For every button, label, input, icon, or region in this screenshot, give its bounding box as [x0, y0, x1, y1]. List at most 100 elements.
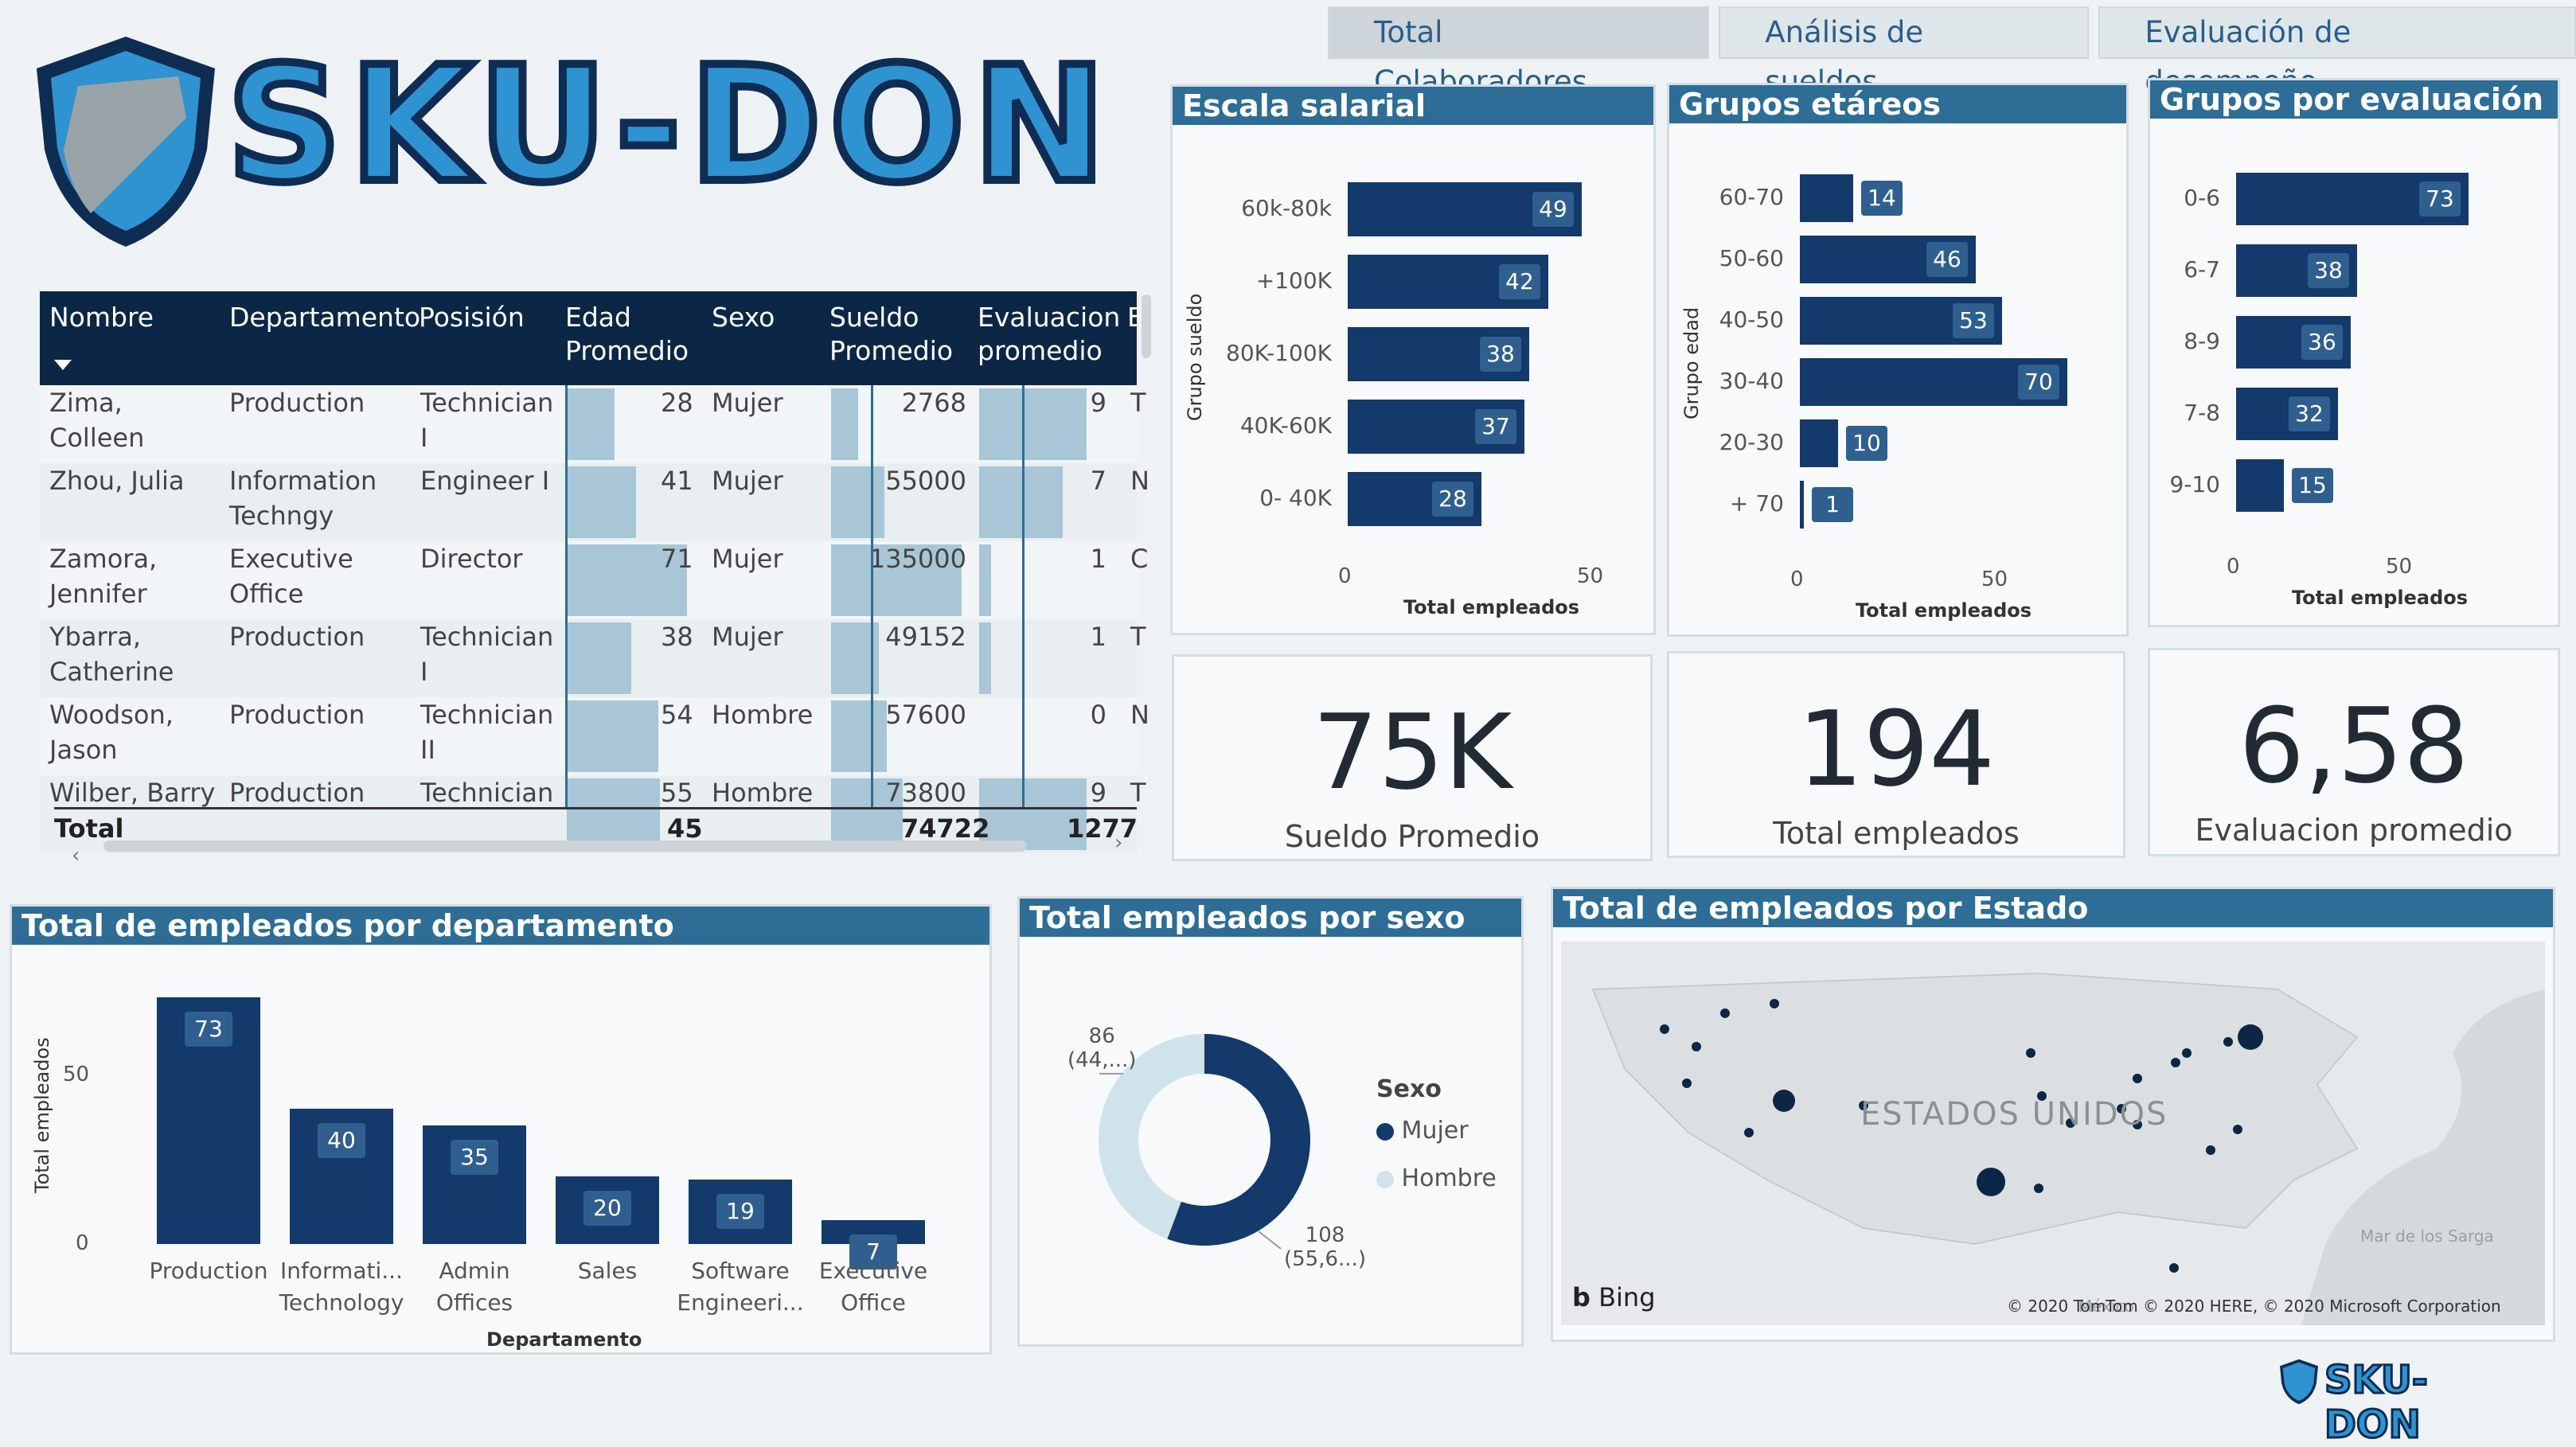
- legend-dot-icon: [1376, 1122, 1394, 1141]
- escala-salarial-chart[interactable]: 60k-80k 49 +100K 42 80K-100K 38 40K-60K 37 0- 40…: [1173, 87, 1653, 633]
- table-row[interactable]: Zhou, Julia Information Techngy Engineer I…: [40, 463, 1149, 541]
- map-marker[interactable]: [1773, 1090, 1795, 1112]
- legend-item-hombre[interactable]: Hombre: [1376, 1164, 1497, 1192]
- mapa-title: Total de empleados por Estado: [1553, 889, 2553, 927]
- scroll-right-icon[interactable]: ›: [1114, 831, 1123, 855]
- cell-sexo: Hombre: [712, 778, 814, 808]
- data-label: 70: [2018, 365, 2059, 400]
- category-label-line: Technology: [279, 1289, 404, 1316]
- cell-departamento: Production: [229, 700, 365, 730]
- table-row[interactable]: Ybarra, Catherine Production Technician I 3…: [40, 619, 1146, 697]
- map-marker[interactable]: [1720, 1008, 1730, 1018]
- cell-sexo: Mujer: [712, 388, 783, 418]
- map-marker[interactable]: [2133, 1074, 2142, 1083]
- data-label: 20: [584, 1191, 631, 1226]
- bar[interactable]: [1800, 481, 1804, 528]
- cell-nombre: Ybarra, Catherine: [49, 622, 174, 687]
- bing-icon: b: [1572, 1282, 1590, 1312]
- map-marker[interactable]: [2223, 1037, 2233, 1047]
- bar[interactable]: [1800, 174, 1853, 222]
- cell-sexo: Mujer: [712, 544, 783, 574]
- map-marker[interactable]: [2238, 1024, 2263, 1050]
- y-tick: 0: [76, 1231, 89, 1255]
- card-label: Evaluacion promedio: [2195, 813, 2513, 848]
- map-marker[interactable]: [1859, 1101, 1868, 1110]
- bar[interactable]: [1800, 419, 1838, 467]
- category-label: 6-7: [2184, 256, 2220, 283]
- donut-slice-mujer[interactable]: [1099, 1034, 1310, 1246]
- table-row[interactable]: Zima, Colleen Production Technician I 28 Muj…: [40, 385, 1146, 463]
- tab-evaluacion-desempeno[interactable]: Evaluación de desempeño: [2098, 6, 2576, 99]
- us-map[interactable]: [1561, 942, 2545, 1325]
- map-marker[interactable]: [2026, 1048, 2035, 1058]
- map-marker[interactable]: [2206, 1145, 2215, 1155]
- category-label: Sales: [540, 1255, 675, 1287]
- bar[interactable]: [2236, 459, 2284, 512]
- departamento-chart[interactable]: 73 Production 40 Informati... Technology 35 Ad…: [12, 907, 989, 1352]
- category-label: +100K: [1255, 267, 1332, 294]
- map-marker[interactable]: [2171, 1058, 2180, 1067]
- col-edad[interactable]: Edad Promedio: [565, 302, 689, 366]
- col-sueldo[interactable]: Sueldo Promedio: [829, 302, 954, 366]
- map-marker[interactable]: [2117, 1104, 2126, 1114]
- card-value: 194: [1797, 688, 1996, 809]
- map-marker[interactable]: [2133, 1120, 2142, 1129]
- col-sexo[interactable]: Sexo: [712, 302, 775, 333]
- map-marker[interactable]: [1977, 1168, 2005, 1196]
- map-marker[interactable]: [2182, 1048, 2192, 1058]
- map-marker[interactable]: [1744, 1128, 1754, 1137]
- col-evaluacion[interactable]: Evaluacion promedio: [978, 302, 1121, 366]
- grupos-evaluacion-chart[interactable]: 0-6 73 6-7 38 8-9 36 7-8 32 9-10 15 0 50 Total emple…: [2150, 80, 2558, 625]
- grupos-etareos-chart[interactable]: 60-70 14 50-60 46 40-50 53 30-40 70 20-30 10 + 70 1…: [1669, 85, 2126, 634]
- category-label: 60-70: [1719, 184, 1784, 210]
- map-marker[interactable]: [2169, 1263, 2179, 1273]
- cell-extra: T: [1130, 778, 1146, 808]
- table-row[interactable]: Wilber, Barry Production Technician 55 Hombr…: [40, 775, 1146, 853]
- x-tick: 50: [1577, 564, 1604, 588]
- cell-nombre: Woodson, Jason: [49, 700, 174, 765]
- data-label: 73: [2419, 181, 2461, 216]
- shield-icon: [37, 37, 215, 247]
- tab-total-colaboradores[interactable]: Total Colaboradores: [1328, 6, 1710, 99]
- report-tabs: Total Colaboradores Análisis de sueldos …: [1328, 6, 2576, 99]
- cell-nombre: Zhou, Julia: [49, 466, 185, 496]
- cell-extra: T: [1130, 388, 1146, 418]
- map-marker[interactable]: [1682, 1078, 1692, 1088]
- map-marker[interactable]: [1770, 999, 1779, 1008]
- cell-sexo: Mujer: [712, 622, 783, 652]
- map-marker[interactable]: [1692, 1042, 1701, 1051]
- col-extra[interactable]: E: [1127, 302, 1144, 333]
- col-departamento[interactable]: Departamento: [229, 302, 421, 333]
- cell-posicion: Engineer I: [420, 466, 550, 496]
- map-marker[interactable]: [2034, 1184, 2043, 1193]
- card-sueldo-promedio: 75K Sueldo Promedio: [1172, 654, 1653, 861]
- data-bar-sueldo: [831, 544, 962, 616]
- category-label: Informati... Technology: [274, 1255, 409, 1319]
- category-label-line: Production: [149, 1258, 268, 1284]
- data-label: 1: [1812, 487, 1853, 522]
- table-vertical-scrollbar[interactable]: [1142, 294, 1151, 358]
- cell-departamento: Production: [229, 388, 365, 418]
- map-marker[interactable]: [2037, 1091, 2047, 1101]
- category-label: Executive Office: [806, 1255, 941, 1319]
- col-nombre[interactable]: Nombre: [49, 302, 154, 333]
- data-label: 19: [716, 1194, 764, 1229]
- category-label: Admin Offices: [407, 1255, 542, 1319]
- sexo-donut-chart[interactable]: [1020, 899, 1521, 1344]
- map-marker[interactable]: [1660, 1024, 1669, 1034]
- category-label: 60k-80k: [1241, 195, 1332, 221]
- col-posicion[interactable]: Posisión: [419, 302, 525, 333]
- card-value: 75K: [1312, 692, 1512, 813]
- scroll-left-icon[interactable]: ‹: [72, 844, 80, 868]
- legend-item-mujer[interactable]: Mujer: [1376, 1117, 1469, 1145]
- map-markers[interactable]: [1660, 999, 2263, 1273]
- map-marker[interactable]: [2233, 1125, 2242, 1134]
- tab-analisis-sueldos[interactable]: Análisis de sueldos: [1719, 6, 2090, 99]
- sort-desc-icon[interactable]: [54, 360, 72, 370]
- table-row[interactable]: Zamora, Jennifer Executive Office Director…: [40, 541, 1148, 619]
- table-row[interactable]: Woodson, Jason Production Technician II 54 H…: [40, 697, 1149, 775]
- map-marker[interactable]: [2066, 1118, 2075, 1128]
- legend-title: Sexo: [1376, 1075, 1442, 1103]
- employee-table[interactable]: Nombre Departamento Posisión Edad Promed…: [40, 291, 1149, 853]
- table-horizontal-scrollbar[interactable]: [103, 841, 1027, 852]
